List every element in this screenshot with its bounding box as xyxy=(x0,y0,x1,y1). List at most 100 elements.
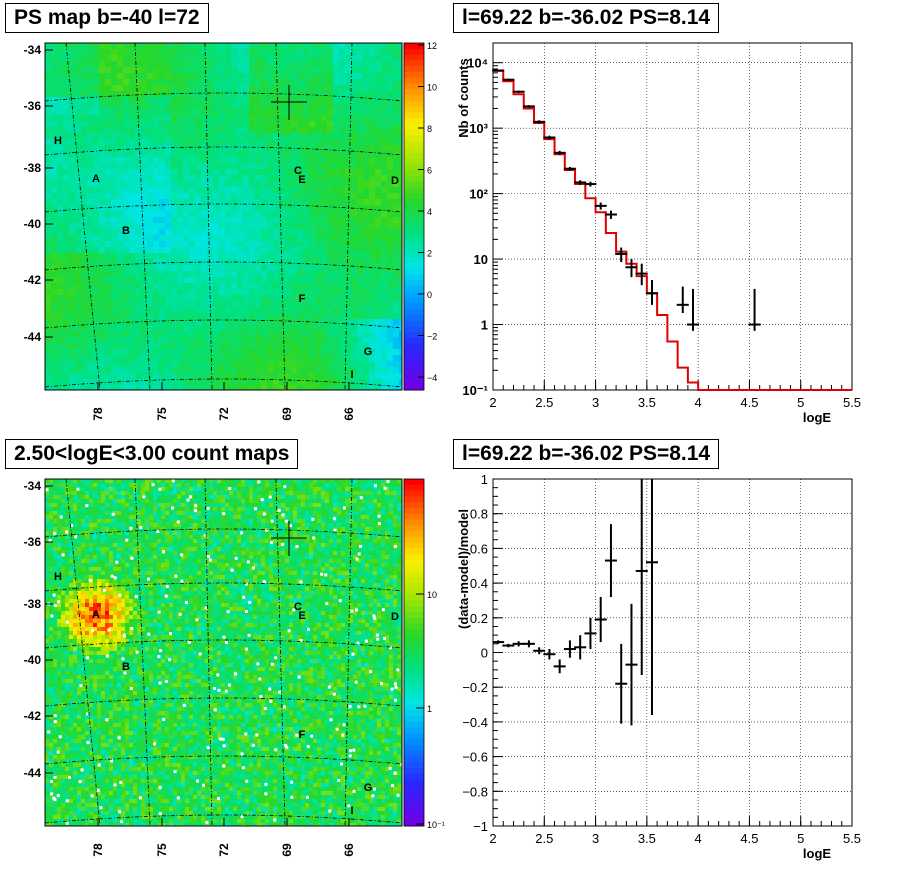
map-image xyxy=(45,479,402,826)
colorbar-frame xyxy=(403,42,425,391)
graticule-parallel xyxy=(45,378,402,388)
colorbar-segment xyxy=(404,164,424,171)
map-label: E xyxy=(298,610,305,622)
colorbar-segment xyxy=(404,502,424,509)
x-tick-label: 2.5 xyxy=(535,831,553,846)
graticule-parallel xyxy=(45,697,402,707)
colorbar-tick-label: 4 xyxy=(427,207,432,217)
colorbar-segment xyxy=(404,187,424,194)
x-tick-label: 72 xyxy=(217,407,231,421)
colorbar-segment xyxy=(404,193,424,200)
plot-frame xyxy=(492,42,853,391)
map-label: D xyxy=(391,611,399,623)
colorbar-segment xyxy=(404,181,424,189)
ps-map-panel: H A B CE D F GI -34 -36 -38 -40 -42 -44 78 75 72 69 66 12 1… xyxy=(24,41,438,421)
colorbar-segment xyxy=(404,617,424,625)
colorbar-tick-label: 10 xyxy=(427,590,437,600)
colorbar-segment xyxy=(404,571,424,578)
x-axis-label: logE xyxy=(803,410,831,425)
colorbar-segment xyxy=(404,332,424,339)
y-tick-label: 10⁻¹ xyxy=(462,383,488,398)
colorbar-segment xyxy=(404,204,424,212)
map-label: B xyxy=(122,661,130,673)
colorbar-segment xyxy=(404,216,424,223)
colorbar-segment xyxy=(404,745,424,752)
spectrum-title: l=69.22 b=-36.02 PS=8.14 xyxy=(453,3,720,33)
colorbar-segment xyxy=(404,176,424,183)
y-axis-label: Nb of counts xyxy=(456,58,471,137)
colorbar-segment xyxy=(404,716,424,723)
colorbar-segment xyxy=(404,54,424,61)
graticule xyxy=(45,479,402,826)
graticule xyxy=(45,43,402,390)
graticule-meridian xyxy=(204,479,213,826)
graticule-meridian xyxy=(344,43,353,390)
map-label: C xyxy=(294,165,302,177)
colorbar-segment xyxy=(404,239,424,246)
y-tick-label: -36 xyxy=(24,535,42,549)
colorbar-segment xyxy=(404,170,424,177)
colorbar-segment xyxy=(404,262,424,270)
colorbar-segment xyxy=(404,297,424,304)
colorbar-tick-label: 1 xyxy=(427,704,432,714)
y-tick-label: 1 xyxy=(481,318,488,333)
graticule-meridian xyxy=(65,43,101,390)
colorbar-segment xyxy=(404,95,424,102)
colorbar-segment xyxy=(404,251,424,258)
colorbar-segment xyxy=(404,106,424,113)
y-tick-label: 0.4 xyxy=(470,576,488,591)
count-map-panel: H A B CE D F GI -34 -36 -38 -40 -42 -44 78 75 72 69 66 10 1… xyxy=(24,478,445,857)
graticule-meridian xyxy=(344,479,353,826)
graticule-parallel xyxy=(45,582,402,592)
y-tick-label: −0.4 xyxy=(462,715,488,730)
colorbar-segment xyxy=(404,542,424,549)
colorbar-segment xyxy=(404,507,424,515)
graticule-meridian xyxy=(134,43,151,390)
map-label: I xyxy=(350,369,353,381)
colorbar-segment xyxy=(404,554,424,561)
colorbar-segment xyxy=(404,612,424,619)
colorbar-frame xyxy=(403,478,425,827)
colorbar-segment xyxy=(404,118,424,125)
colorbar-segment xyxy=(404,519,424,526)
colorbar-segment xyxy=(404,548,424,555)
y-tick-label: 0.6 xyxy=(470,541,488,556)
colorbar-tick-label: 10 xyxy=(427,83,437,93)
colorbar-segment xyxy=(404,814,424,821)
x-tick-label: 66 xyxy=(342,843,356,857)
colorbar-segment xyxy=(404,349,424,356)
residual-title: l=69.22 b=-36.02 PS=8.14 xyxy=(453,439,720,469)
x-tick-label: 2 xyxy=(489,395,496,410)
map-image xyxy=(45,43,402,390)
y-tick-label: -42 xyxy=(24,273,42,287)
colorbar-segment xyxy=(404,762,424,769)
colorbar-segment xyxy=(404,228,424,235)
count-map-title: 2.50<logE<3.00 count maps xyxy=(5,439,299,469)
colorbar-tick-label: 0 xyxy=(427,290,432,300)
colorbar-segment xyxy=(404,337,424,345)
graticule-meridian xyxy=(275,43,286,390)
colorbar-segment xyxy=(404,808,424,815)
colorbar-segment xyxy=(404,43,424,50)
x-tick-label: 69 xyxy=(280,843,294,857)
x-tick-label: 5 xyxy=(797,831,804,846)
colorbar-segment xyxy=(404,623,424,630)
y-tick-label: 10³ xyxy=(469,121,488,136)
colorbar-segment xyxy=(404,245,424,252)
graticule-parallel xyxy=(45,146,402,156)
colorbar-segment xyxy=(404,681,424,688)
graticule-meridian xyxy=(65,479,101,826)
y-tick-label: 10 xyxy=(474,252,488,267)
colorbar-tick-label: 12 xyxy=(427,41,437,51)
y-tick-label: 0.8 xyxy=(470,507,488,522)
grid xyxy=(493,479,852,826)
residual-points xyxy=(493,479,658,726)
y-tick-label: −0.8 xyxy=(462,784,488,799)
colorbar-segment xyxy=(404,496,424,503)
colorbar-segment xyxy=(404,199,424,206)
colorbar-segment xyxy=(404,274,424,281)
colorbar-segment xyxy=(404,652,424,659)
graticule-meridian xyxy=(134,479,151,826)
colorbar-segment xyxy=(404,89,424,96)
